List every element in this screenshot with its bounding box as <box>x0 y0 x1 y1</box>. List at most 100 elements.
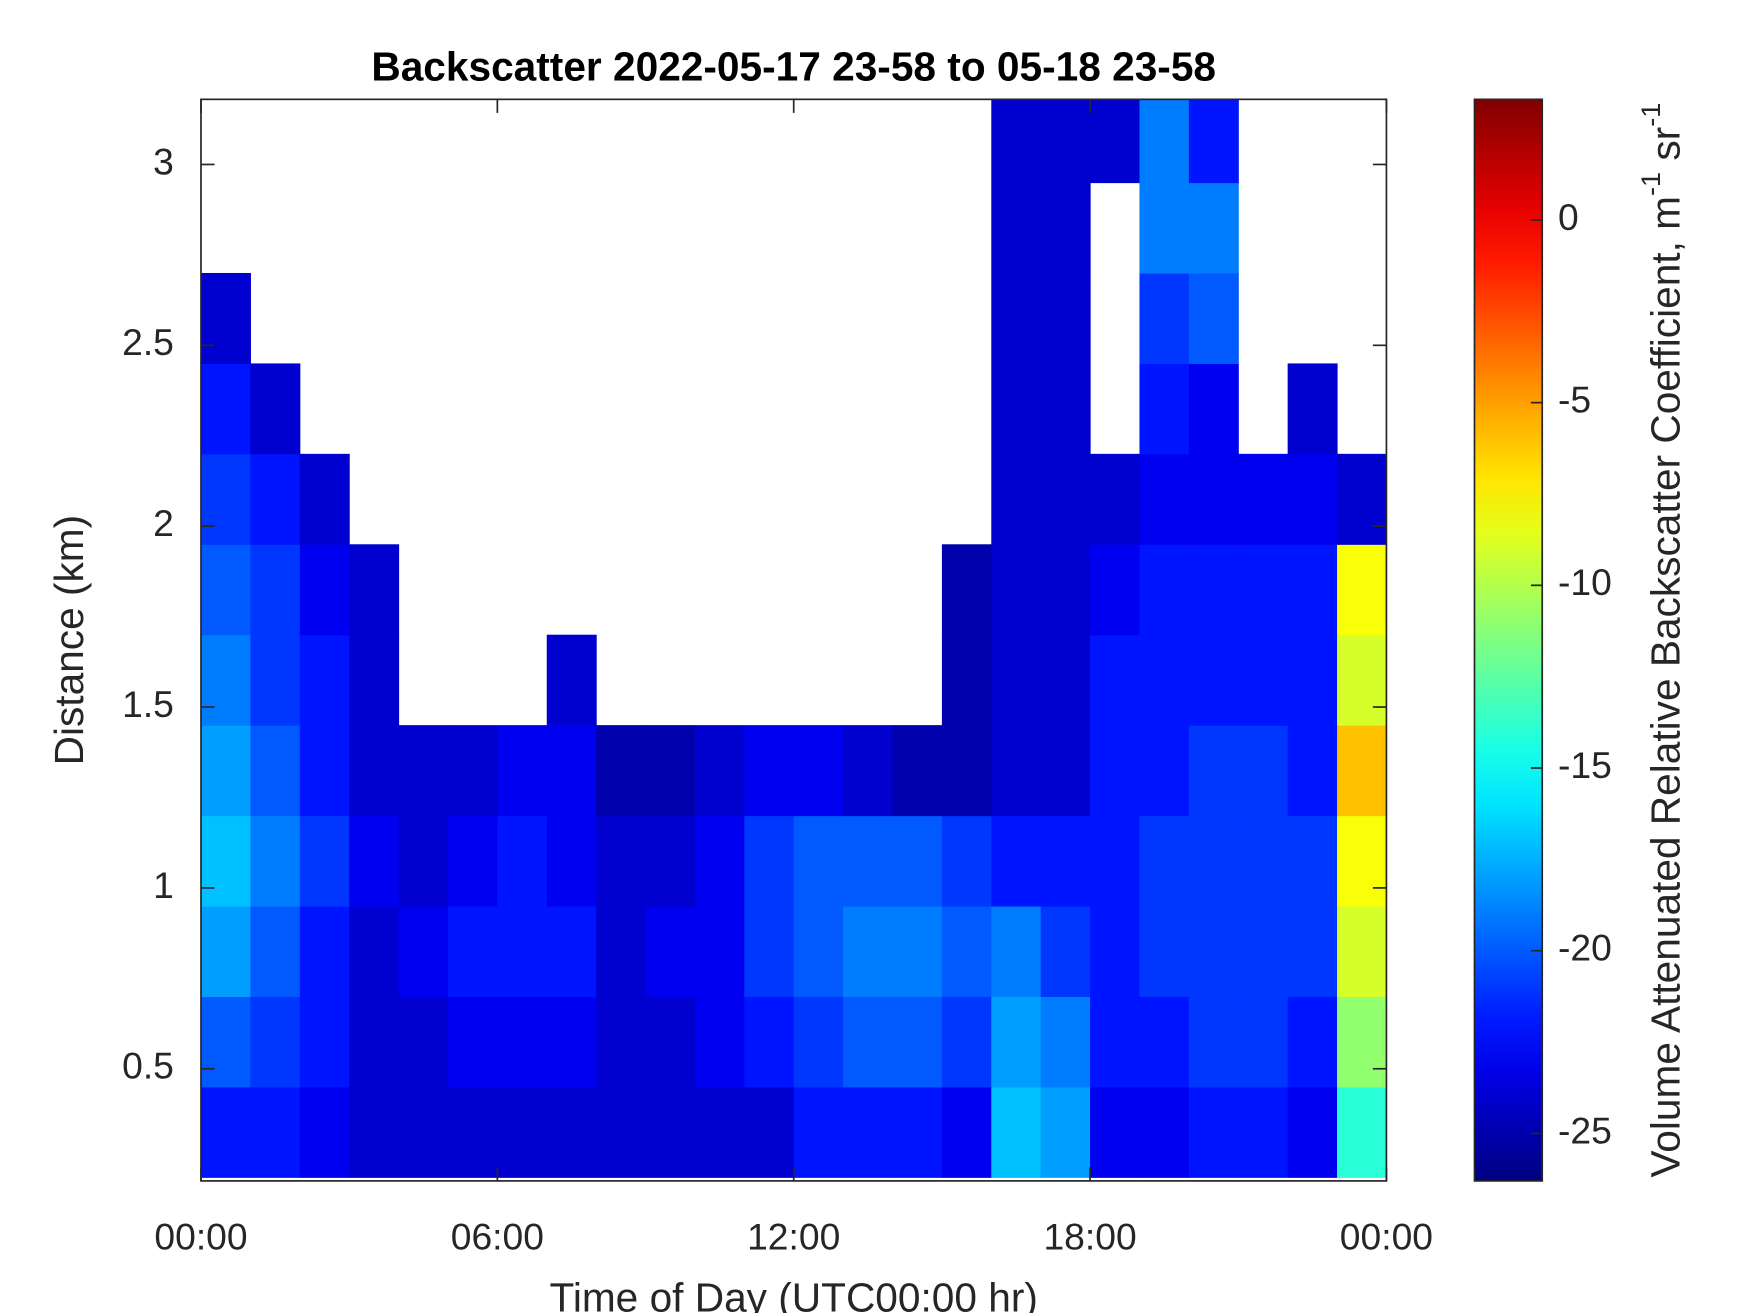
heatmap-cell <box>843 996 894 1088</box>
heatmap-cell <box>1188 99 1239 184</box>
heatmap-cell <box>250 453 301 545</box>
heatmap-cell <box>1238 634 1289 726</box>
heatmap-cell <box>1040 725 1091 817</box>
heatmap-cell <box>250 1086 301 1178</box>
heatmap-cell <box>398 905 449 997</box>
heatmap-cell <box>941 634 992 726</box>
heatmap-cell <box>645 996 696 1088</box>
heatmap-cell <box>596 815 647 907</box>
heatmap-cell <box>991 815 1042 907</box>
x-tick-label: 12:00 <box>747 1215 840 1257</box>
heatmap-cell <box>447 815 498 907</box>
heatmap-cell <box>1188 1086 1239 1178</box>
heatmap-cell <box>546 725 597 817</box>
heatmap-cell <box>1337 1086 1387 1178</box>
heatmap-cell <box>201 272 251 364</box>
heatmap-cell <box>250 634 301 726</box>
heatmap-cell <box>447 1086 498 1178</box>
heatmap-cell <box>694 996 745 1088</box>
heatmap-cell <box>596 996 647 1088</box>
heatmap-cell <box>447 996 498 1088</box>
colorbar-tick-label: -20 <box>1558 927 1612 969</box>
heatmap-cell <box>1139 182 1190 274</box>
heatmap-cell <box>349 725 400 817</box>
heatmap-cell <box>941 725 992 817</box>
heatmap-cell <box>349 544 400 636</box>
heatmap-cell <box>941 905 992 997</box>
heatmap-cell <box>1337 815 1387 907</box>
heatmap-cell <box>793 996 844 1088</box>
heatmap-cell <box>1139 634 1190 726</box>
colorbar-label-sup: -1 <box>1635 103 1666 127</box>
heatmap-cell <box>596 1086 647 1178</box>
heatmap-cell <box>299 725 350 817</box>
heatmap-cell <box>991 1086 1042 1178</box>
heatmap-cell <box>1139 99 1190 184</box>
colorbar-tick-label: -10 <box>1558 561 1612 603</box>
heatmap-cell <box>1287 725 1338 817</box>
heatmap-cell <box>793 1086 844 1178</box>
colorbar-tick-label: -25 <box>1558 1109 1612 1151</box>
y-tick-label: 3 <box>153 140 174 182</box>
heatmap-cell <box>596 725 647 817</box>
heatmap-cell <box>299 996 350 1088</box>
heatmap-cell <box>793 815 844 907</box>
y-tick-label: 2 <box>153 502 174 544</box>
heatmap-cell <box>1287 453 1338 545</box>
heatmap-cell <box>250 544 301 636</box>
heatmap-cell <box>892 815 943 907</box>
heatmap-cell <box>349 815 400 907</box>
heatmap-cell <box>1287 815 1338 907</box>
heatmap-cell <box>250 363 301 455</box>
colorbar-label-text: sr <box>1642 127 1688 172</box>
heatmap-cell <box>299 544 350 636</box>
heatmap-cell <box>1090 1086 1141 1178</box>
heatmap-cell <box>1287 363 1338 455</box>
heatmap-cell <box>1139 1086 1190 1178</box>
heatmap-cell <box>991 272 1042 364</box>
heatmap-cell <box>201 996 251 1088</box>
heatmap-cell <box>941 815 992 907</box>
heatmap-cell <box>1188 815 1239 907</box>
heatmap-cell <box>299 634 350 726</box>
heatmap-cell <box>645 725 696 817</box>
heatmap-cell <box>1040 996 1091 1088</box>
heatmap <box>201 99 1387 1178</box>
heatmap-cell <box>744 1086 795 1178</box>
colorbar-label: Volume Attenuated Relative Backscatter C… <box>1635 103 1688 1178</box>
heatmap-cell <box>892 725 943 817</box>
x-tick-label: 06:00 <box>451 1215 544 1257</box>
heatmap-cell <box>694 725 745 817</box>
heatmap-cell <box>398 1086 449 1178</box>
x-axis-label: Time of Day (UTC00:00 hr) <box>550 1274 1038 1313</box>
heatmap-cell <box>1040 363 1091 455</box>
y-tick-label: 1 <box>153 864 174 906</box>
colorbar-tick-label: -5 <box>1558 378 1591 420</box>
heatmap-cell <box>447 905 498 997</box>
heatmap-cell <box>744 725 795 817</box>
heatmap-cell <box>1287 1086 1338 1178</box>
x-tick-label: 00:00 <box>1340 1215 1433 1257</box>
heatmap-cell <box>250 815 301 907</box>
heatmap-cell <box>250 905 301 997</box>
heatmap-cell <box>843 725 894 817</box>
heatmap-cell <box>1188 272 1239 364</box>
heatmap-cell <box>497 996 548 1088</box>
heatmap-cell <box>941 1086 992 1178</box>
heatmap-cell <box>546 905 597 997</box>
heatmap-cell <box>546 1086 597 1178</box>
heatmap-cell <box>1090 815 1141 907</box>
heatmap-cell <box>1238 905 1289 997</box>
colorbar-tick-label: 0 <box>1558 196 1579 238</box>
y-tick-label: 0.5 <box>122 1045 174 1087</box>
heatmap-cell <box>1139 544 1190 636</box>
heatmap-cell <box>250 996 301 1088</box>
heatmap-cell <box>497 815 548 907</box>
heatmap-cell <box>1139 363 1190 455</box>
heatmap-cell <box>1090 99 1141 184</box>
heatmap-cell <box>1188 905 1239 997</box>
heatmap-cell <box>398 725 449 817</box>
heatmap-cell <box>991 905 1042 997</box>
heatmap-cell <box>1337 634 1387 726</box>
heatmap-cell <box>1188 363 1239 455</box>
